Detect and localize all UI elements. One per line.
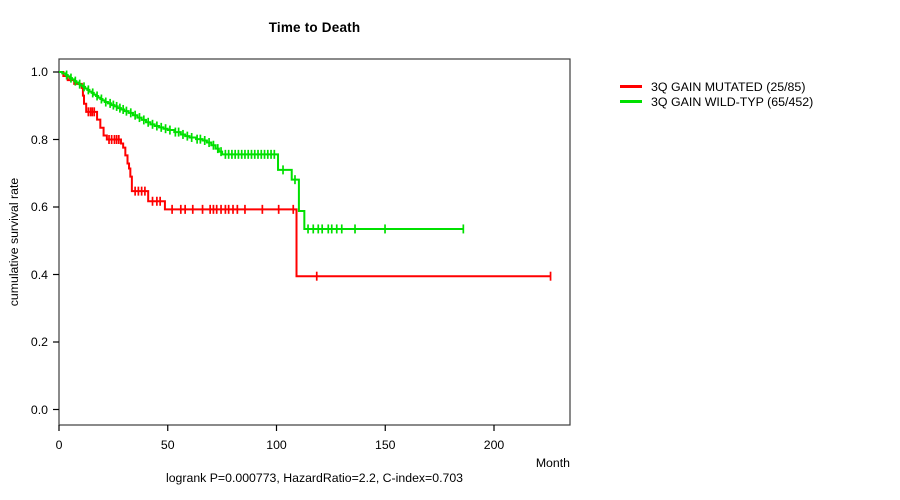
y-tick-label: 1.0 <box>30 65 48 79</box>
y-tick-label: 0.4 <box>30 267 48 282</box>
legend-item-wild-type: 3Q GAIN WILD-TYP (65/452) <box>620 94 813 109</box>
y-tick-label: 0.6 <box>30 200 48 214</box>
survival-curve-wild-type <box>59 71 464 230</box>
x-tick-label: 50 <box>160 438 175 452</box>
x-tick-label: 0 <box>55 438 63 452</box>
legend-line-swatch-red <box>620 85 642 88</box>
x-tick-label: 150 <box>374 438 396 452</box>
legend: 3Q GAIN MUTATED (25/85) 3Q GAIN WILD-TYP… <box>620 79 813 109</box>
y-tick-label: 0.0 <box>30 402 48 417</box>
statistics-footnote: logrank P=0.000773, HazardRatio=2.2, C-i… <box>165 471 464 485</box>
x-tick-label: 100 <box>266 438 287 452</box>
plot-border-box <box>58 58 571 426</box>
y-tick-label: 0.8 <box>30 132 48 147</box>
x-axis-title: Month <box>535 456 570 470</box>
legend-label-wild-type: 3Q GAIN WILD-TYP (65/452) <box>651 94 814 109</box>
legend-line-swatch-green <box>620 100 642 103</box>
survival-curve-mutated <box>59 71 551 278</box>
legend-item-mutated: 3Q GAIN MUTATED (25/85) <box>620 79 813 94</box>
x-tick-label: 200 <box>483 438 505 452</box>
legend-label-mutated: 3Q GAIN MUTATED (25/85) <box>651 79 806 94</box>
y-axis-title: cumulative survival rate <box>7 177 21 307</box>
y-tick-label: 0.2 <box>30 335 48 349</box>
chart-title: Time to Death <box>268 20 361 35</box>
